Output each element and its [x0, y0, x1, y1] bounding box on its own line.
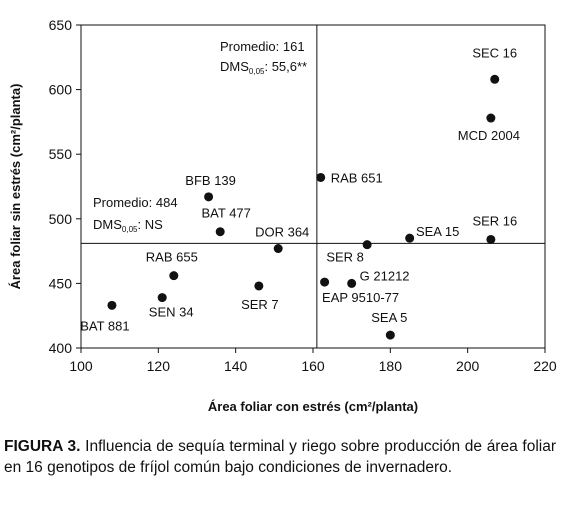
point-label: SEN 34	[149, 305, 194, 320]
y-tick-label: 650	[49, 17, 73, 33]
point-label: EAP 9510-77	[322, 290, 399, 305]
data-point	[362, 240, 372, 250]
x-tick-label: 200	[456, 358, 480, 374]
y-axis-title: Área foliar sin estrés (cm²/planta)	[8, 84, 23, 290]
data-point	[316, 172, 326, 182]
data-point	[320, 277, 330, 287]
data-point	[347, 278, 357, 288]
x-axis-title: Área foliar con estrés (cm²/planta)	[208, 399, 418, 414]
scatter-chart: 100 120 140 160 180 200 220400450500550600650 …	[8, 17, 557, 414]
y-axis-title-text: Área foliar sin estrés (cm²/planta)	[8, 84, 23, 290]
y-tick-label: 550	[49, 146, 73, 162]
data-point	[273, 244, 283, 254]
no-stress-dms-annotation: DMS0,05: NS	[93, 217, 163, 234]
tick-layer: 100 120 140 160 180 200 220 400 450 500 550 600 650	[49, 17, 557, 374]
point-label: BAT 477	[202, 206, 251, 221]
data-point	[204, 192, 214, 202]
x-tick-label: 100	[69, 358, 93, 374]
stress-dms-annotation: DMS0,05: 55,6**	[220, 59, 307, 76]
point-label: DOR 364	[255, 225, 309, 240]
dms-value: : NS	[137, 217, 163, 232]
y-tick-label: 400	[49, 340, 73, 356]
point-label: SER 8	[326, 250, 364, 265]
figure-caption: FIGURA 3. Influencia de sequía terminal …	[4, 436, 556, 478]
dms-prefix: DMS	[220, 59, 249, 74]
data-point	[107, 300, 117, 310]
dms-subscript: 0,05	[122, 225, 138, 234]
data-point	[405, 233, 415, 243]
point-label: SEA 15	[416, 224, 459, 239]
point-label: BFB 139	[185, 173, 236, 188]
caption-label: FIGURA 3.	[4, 438, 81, 455]
x-tick-label: 160	[301, 358, 325, 374]
data-point	[385, 330, 395, 340]
point-label: BAT 881	[80, 318, 129, 333]
no-stress-mean-annotation: Promedio: 484	[93, 195, 178, 210]
data-point	[169, 271, 179, 281]
plot-frame	[80, 24, 546, 349]
data-point	[254, 281, 264, 291]
x-tick-label: 180	[379, 358, 403, 374]
y-tick-label: 600	[49, 82, 73, 98]
data-point	[490, 74, 500, 84]
point-label: SER 7	[241, 297, 279, 312]
point-label: RAB 651	[331, 170, 383, 185]
data-point	[215, 227, 225, 237]
x-tick-label: 140	[224, 358, 248, 374]
point-label: MCD 2004	[458, 128, 520, 143]
caption-text: Influencia de sequía terminal y riego so…	[4, 438, 556, 476]
x-axis-title-text: Área foliar con estrés (cm²/planta)	[208, 399, 418, 414]
stress-mean-annotation: Promedio: 161	[220, 39, 305, 54]
point-label: SEC 16	[472, 45, 517, 60]
dms-value: : 55,6**	[264, 59, 307, 74]
dms-prefix: DMS	[93, 217, 122, 232]
y-tick-label: 450	[49, 275, 73, 291]
point-label: RAB 655	[146, 250, 198, 265]
points-layer: SEC 16 MCD 2004 RAB 651 BFB 139 BAT 477 DOR 3…	[80, 45, 520, 340]
data-point	[486, 113, 496, 123]
y-tick-label: 500	[49, 211, 73, 227]
data-point	[157, 293, 167, 303]
point-label: SEA 5	[371, 310, 407, 325]
x-tick-label: 220	[533, 358, 557, 374]
point-label: SER 16	[472, 213, 517, 228]
point-label: G 21212	[360, 268, 410, 283]
dms-subscript: 0,05	[249, 67, 265, 76]
x-tick-label: 120	[147, 358, 171, 374]
data-point	[486, 234, 496, 244]
